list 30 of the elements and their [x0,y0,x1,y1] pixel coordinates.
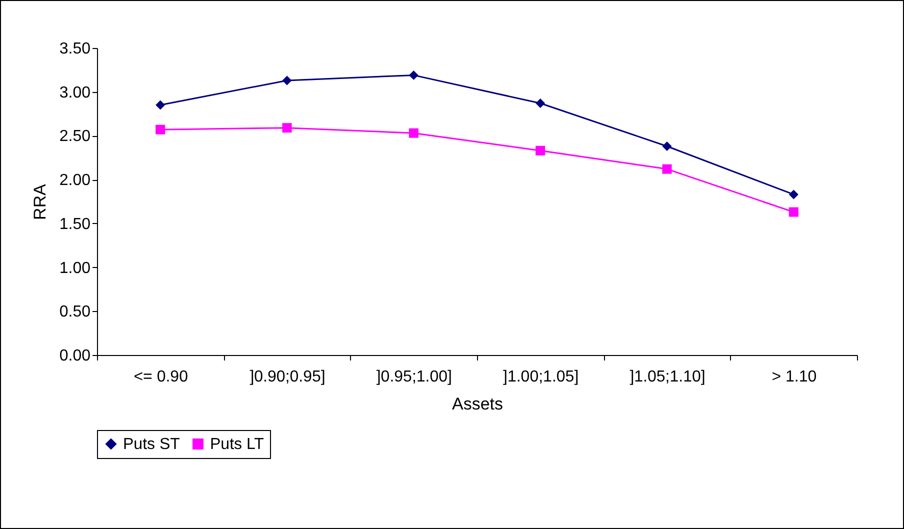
y-tick-label: 2.00 [59,172,91,190]
y-tick-label: 0.50 [59,304,91,321]
y-tick-label: 2.50 [59,128,91,146]
point [662,141,672,151]
point [788,190,798,200]
point [408,128,418,138]
x-tick-label: ]1.00;1.05] [503,368,579,386]
y-tick-label: 3.00 [59,84,91,102]
y-tick-label: 1.00 [59,260,91,277]
point [282,76,292,86]
point [408,70,418,80]
x-tick-label: ]0.95;1.00] [376,368,452,386]
y-tick-label: 1.50 [59,216,91,233]
x-axis-title: Assets [452,394,504,414]
point [156,124,166,134]
x-tick-label: > 1.10 [772,368,817,386]
point [156,100,166,110]
x-tick-label: ]1.05;1.10] [630,368,706,386]
x-tick-label: <= 0.90 [134,368,188,386]
legend-label: Puts LT [210,436,264,453]
point [662,164,672,174]
legend-label: Puts ST [123,436,180,453]
y-tick-label: 0.00 [59,348,91,364]
point [536,146,546,156]
y-tick-label: 3.50 [59,40,91,58]
point [282,123,292,133]
point [788,207,798,217]
x-tick-label: ]0.90;0.95] [250,368,326,386]
point [536,98,546,108]
y-axis-title: RRA [30,183,50,220]
